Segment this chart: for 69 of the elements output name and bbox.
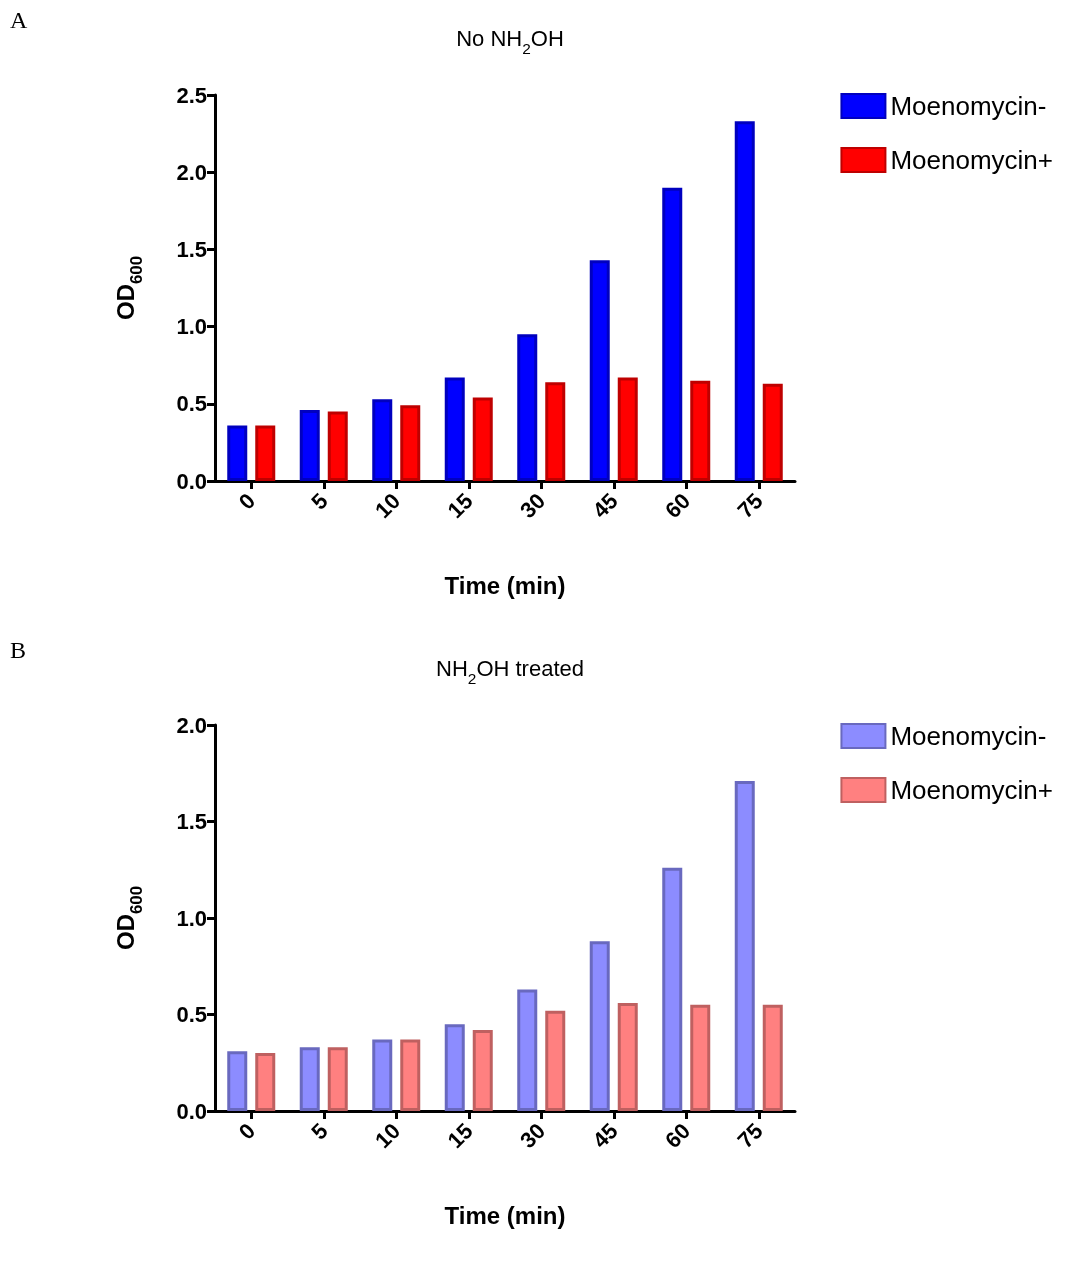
bar bbox=[444, 1024, 465, 1111]
bar bbox=[327, 1047, 348, 1111]
bar bbox=[545, 382, 566, 481]
y-tick-label: 0.5 bbox=[176, 391, 207, 417]
x-tick-label: 15 bbox=[442, 488, 478, 524]
x-axis-title: Time (min) bbox=[444, 1201, 566, 1229]
y-axis-title: OD600 bbox=[112, 256, 146, 320]
y-tick-label: 1.5 bbox=[176, 236, 207, 262]
bar bbox=[762, 1004, 783, 1111]
x-tick-label: 60 bbox=[660, 1118, 696, 1154]
y-tick-label: 2.5 bbox=[176, 82, 207, 108]
y-tick-label: 0.5 bbox=[176, 1002, 207, 1027]
bar bbox=[400, 1039, 421, 1111]
x-tick-label: 45 bbox=[587, 1118, 623, 1154]
bar bbox=[372, 1039, 393, 1111]
x-tick-label: 5 bbox=[306, 1118, 333, 1145]
y-tick-label: 2.0 bbox=[176, 159, 207, 185]
x-tick-label: 75 bbox=[732, 488, 768, 524]
x-tick-label: 75 bbox=[732, 1118, 768, 1154]
bar bbox=[662, 867, 683, 1111]
bar bbox=[617, 377, 638, 481]
x-tick-label: 10 bbox=[370, 488, 406, 524]
x-tick-label: 10 bbox=[370, 1118, 406, 1154]
bar bbox=[472, 1029, 493, 1111]
x-tick-label: 15 bbox=[442, 1118, 478, 1154]
bar bbox=[617, 1002, 638, 1111]
bar bbox=[327, 411, 348, 481]
bar bbox=[517, 334, 538, 481]
x-tick-label: 0 bbox=[233, 488, 261, 515]
bar bbox=[545, 1010, 566, 1111]
y-tick-label: 0.0 bbox=[176, 468, 207, 494]
x-tick-label: 30 bbox=[515, 1118, 551, 1154]
text: B bbox=[10, 637, 27, 663]
legend-label: Moenomycin+ bbox=[890, 775, 1053, 805]
bar bbox=[299, 1047, 320, 1111]
bar bbox=[690, 1004, 711, 1111]
bar bbox=[472, 397, 493, 481]
bar bbox=[762, 383, 783, 481]
x-tick-label: 0 bbox=[233, 1118, 261, 1145]
bar bbox=[517, 989, 538, 1111]
bar bbox=[734, 780, 755, 1111]
y-tick-label: 1.5 bbox=[176, 809, 207, 834]
x-tick-label: 5 bbox=[306, 488, 333, 515]
bar bbox=[690, 380, 711, 481]
y-axis-title: OD600 bbox=[112, 886, 146, 950]
x-axis-title: Time (min) bbox=[444, 571, 566, 599]
y-tick-label: 1.0 bbox=[176, 314, 207, 340]
bar bbox=[589, 941, 610, 1111]
bar bbox=[255, 425, 276, 481]
bar bbox=[589, 260, 610, 481]
x-tick-label: 30 bbox=[515, 488, 551, 524]
bar bbox=[372, 399, 393, 481]
text: A bbox=[10, 7, 28, 33]
bar bbox=[227, 1051, 248, 1111]
y-tick-label: 1.0 bbox=[176, 905, 207, 931]
legend-label: Moenomycin- bbox=[890, 91, 1047, 121]
bar bbox=[227, 425, 248, 481]
bar bbox=[299, 409, 320, 481]
x-tick-label: 45 bbox=[587, 488, 623, 524]
bar bbox=[444, 377, 465, 481]
bar bbox=[734, 121, 755, 481]
bar bbox=[400, 405, 421, 481]
y-tick-label: 0.0 bbox=[176, 1098, 207, 1124]
bar bbox=[662, 187, 683, 481]
legend-label: Moenomycin- bbox=[890, 721, 1047, 751]
y-tick-label: 2.0 bbox=[176, 712, 207, 738]
x-tick-label: 60 bbox=[660, 488, 696, 524]
legend-label: Moenomycin+ bbox=[890, 145, 1053, 175]
bar bbox=[255, 1053, 276, 1111]
